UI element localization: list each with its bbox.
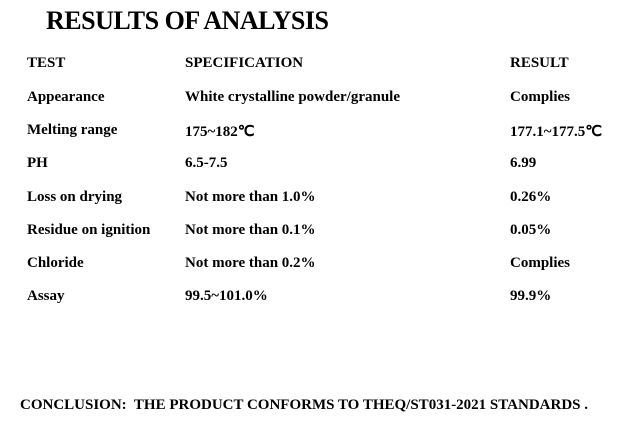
column-header: RESULT (510, 55, 569, 71)
table-cell: Melting range (27, 122, 118, 139)
table-cell: 0.26% (510, 188, 552, 205)
table-cell: Chloride (27, 255, 84, 271)
column-header: SPECIFICATION (185, 55, 304, 71)
table-cell: Assay (27, 288, 65, 305)
table-cell: White crystalline powder/granule (185, 89, 400, 105)
table-cell: 99.9% (510, 288, 552, 305)
table-cell: Loss on drying (27, 188, 123, 205)
table-cell: 6.99 (510, 155, 537, 172)
title: RESULTS OF ANALYSIS (46, 6, 329, 35)
table-cell: 99.5~101.0% (185, 288, 268, 305)
table-cell: PH (27, 155, 48, 172)
column-header: TEST (27, 55, 66, 71)
conclusion: CONCLUSION: THE PRODUCT CONFORMS TO THEQ… (20, 397, 589, 413)
table-cell: 6.5-7.5 (185, 155, 228, 172)
table-cell: 177.1~177.5℃ (510, 124, 603, 141)
table-cell: 175~182℃ (185, 124, 255, 141)
table-cell: Not more than 1.0% (185, 188, 316, 205)
table-cell: Residue on ignition (27, 221, 151, 238)
table-cell: 0.05% (510, 221, 552, 238)
table-cell: Complies (510, 89, 570, 105)
table-cell: Not more than 0.2% (185, 255, 316, 271)
table-cell: Appearance (27, 89, 105, 105)
table-cell: Complies (510, 255, 570, 271)
table-cell: Not more than 0.1% (185, 221, 316, 238)
